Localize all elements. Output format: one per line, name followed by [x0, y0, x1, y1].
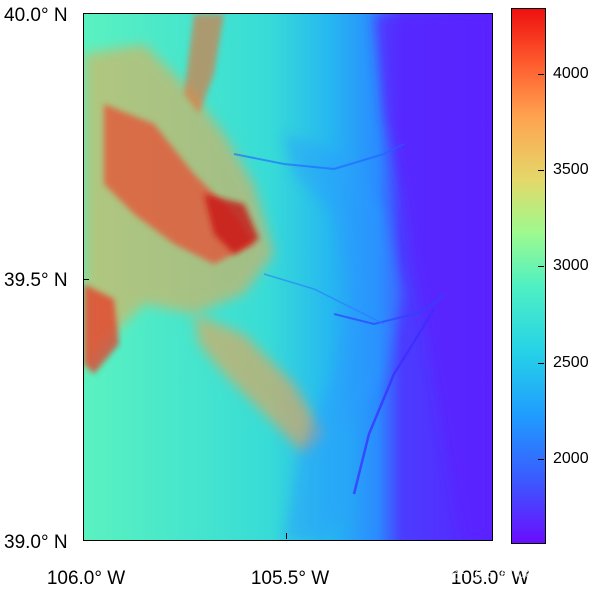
colorbar-tick	[538, 459, 544, 460]
longitude-label-105-5: 105.5° W	[250, 568, 330, 589]
elevation-map	[83, 13, 493, 541]
colorbar-tick	[538, 266, 544, 267]
colorbar-label-2000: 2000	[553, 450, 589, 467]
latitude-label-40: 40.0° N	[4, 5, 68, 26]
colorbar-label-3000: 3000	[553, 257, 589, 274]
latitude-label-39: 39.0° N	[4, 532, 68, 553]
colorbar-tick	[538, 363, 544, 364]
latitude-label-39-5: 39.5° N	[4, 270, 68, 291]
colorbar-tick	[538, 170, 544, 171]
watermark-text: 知乎 @Standarer	[437, 565, 553, 582]
elevation-raster	[84, 14, 492, 540]
frame-tick	[286, 533, 287, 539]
colorbar-label-2500: 2500	[553, 354, 589, 371]
elevation-colorbar	[511, 8, 546, 544]
longitude-label-105: 105.0° W	[450, 568, 530, 589]
longitude-label-106: 106.0° W	[46, 568, 126, 589]
colorbar-label-3500: 3500	[553, 161, 589, 178]
frame-tick	[83, 279, 89, 280]
colorbar-label-4000: 4000	[553, 65, 589, 82]
colorbar-tick	[538, 74, 544, 75]
